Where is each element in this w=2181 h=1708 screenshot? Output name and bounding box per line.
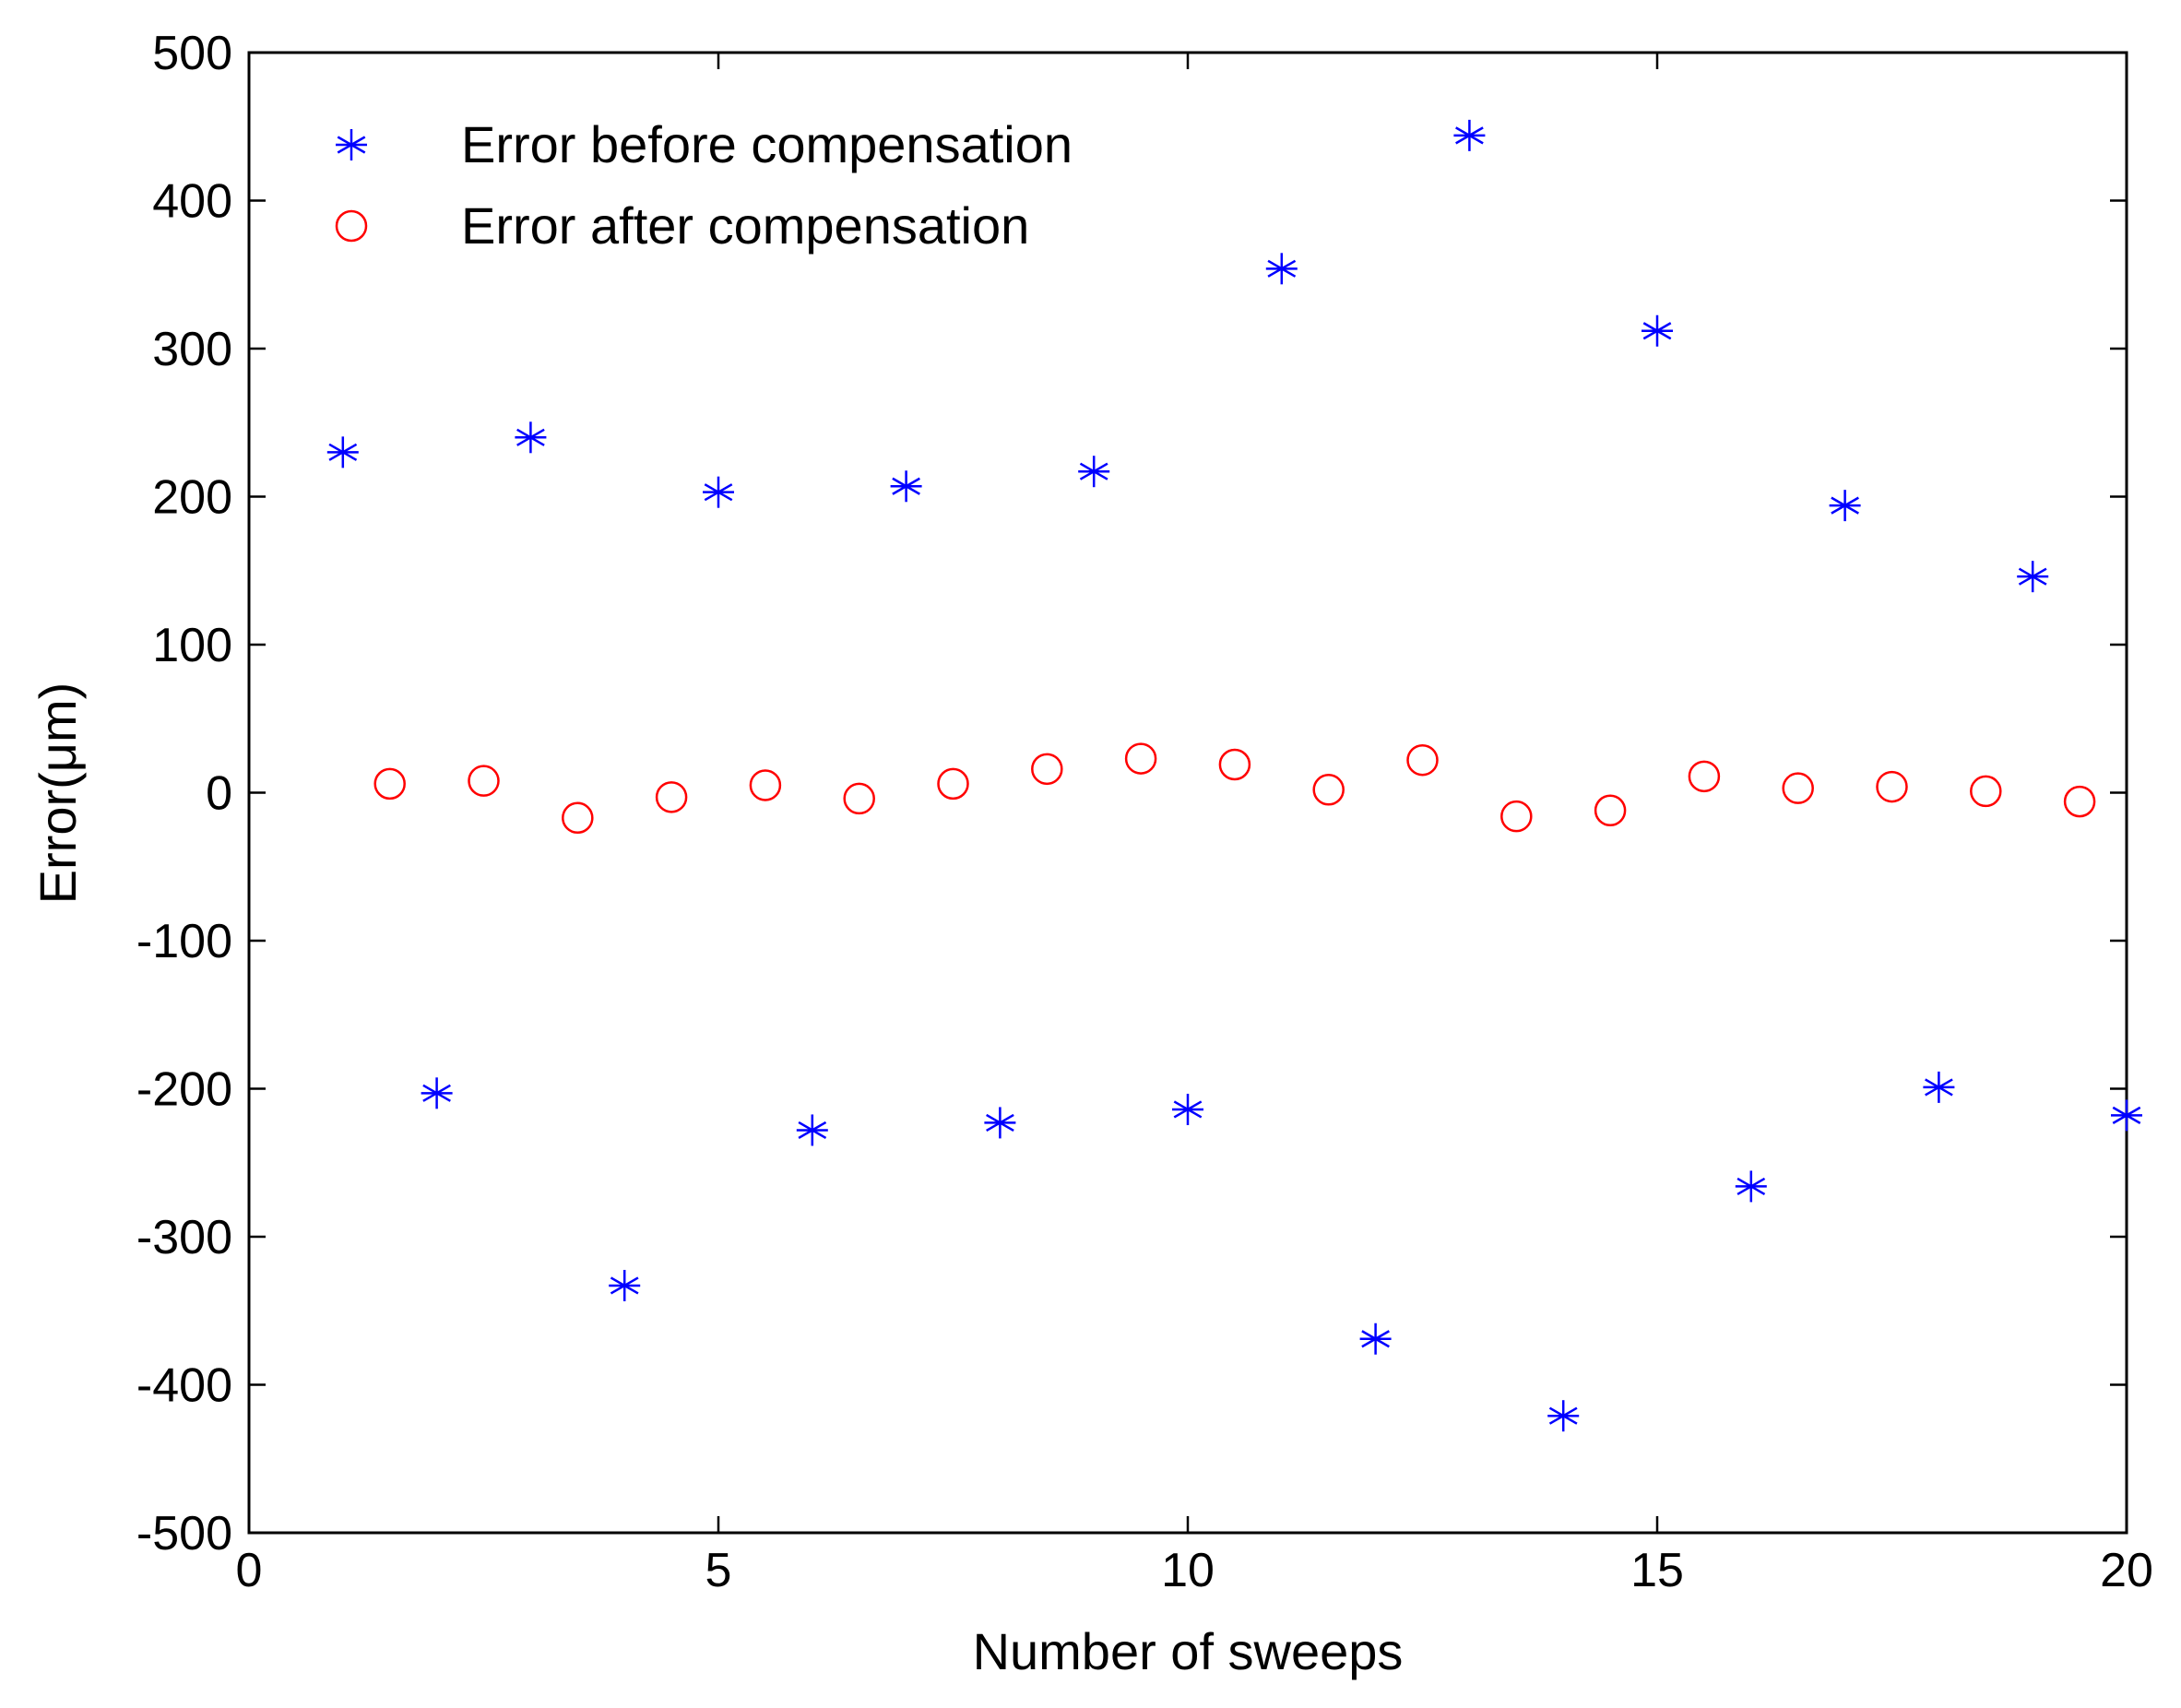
x-tick-label: 5: [705, 1544, 732, 1597]
point-after-compensation: [373, 767, 406, 801]
point-before-compensation: [890, 470, 922, 503]
point-before-compensation: [1172, 1093, 1203, 1125]
x-axis-title: Number of sweeps: [973, 1622, 1404, 1680]
point-after-compensation: [562, 801, 594, 835]
point-after-compensation: [1218, 748, 1251, 781]
legend: Error before compensation Error after co…: [335, 115, 1073, 255]
y-tick-label: 300: [152, 323, 232, 376]
point-after-compensation: [655, 781, 688, 813]
point-before-compensation: [326, 436, 359, 469]
y-tick-label: 100: [152, 619, 232, 672]
y-axis-title: Error(μm): [29, 682, 87, 905]
point-before-compensation: [609, 1269, 641, 1301]
point-after-compensation: [937, 767, 969, 801]
point-before-compensation: [984, 1107, 1016, 1139]
point-after-compensation: [843, 782, 875, 815]
point-after-compensation: [1876, 770, 1908, 803]
point-after-compensation: [1500, 800, 1533, 833]
point-after-compensation: [2063, 785, 2096, 818]
x-tick-label: 15: [1630, 1544, 1684, 1597]
data-markers: [326, 119, 2142, 1432]
point-before-compensation: [2111, 1099, 2142, 1132]
point-after-compensation: [1782, 772, 1814, 804]
point-before-compensation: [1078, 456, 1110, 488]
point-after-compensation: [1594, 794, 1627, 827]
x-tick-label: 10: [1161, 1544, 1215, 1597]
axis-tick-labels: 0 5 10 15 20 500 400 300 200 100 0 -100 -200 -300 -400…: [136, 27, 2153, 1597]
point-before-compensation: [796, 1114, 828, 1146]
y-tick-label: -300: [136, 1211, 232, 1264]
point-before-compensation: [1453, 119, 1486, 151]
y-tick-label: -400: [136, 1359, 232, 1413]
y-tick-label: 0: [206, 767, 232, 821]
point-after-compensation: [1970, 775, 2002, 808]
y-tick-label: -100: [136, 915, 232, 968]
x-tick-label: 0: [236, 1544, 263, 1597]
point-before-compensation: [1829, 490, 1861, 522]
legend-asterisk-icon: [336, 129, 367, 160]
y-tick-label: -500: [136, 1507, 232, 1560]
plot-area: [247, 51, 2128, 1535]
legend-circle-icon: [335, 209, 368, 243]
point-after-compensation: [1406, 743, 1439, 777]
legend-label-before: Error before compensation: [461, 115, 1073, 173]
point-after-compensation: [1031, 753, 1063, 786]
point-before-compensation: [1547, 1400, 1580, 1432]
point-before-compensation: [1359, 1323, 1392, 1355]
axis-ticks: [247, 51, 2128, 1535]
point-before-compensation: [1265, 253, 1298, 285]
point-before-compensation: [1642, 314, 1673, 347]
point-after-compensation: [468, 765, 500, 797]
point-after-compensation: [1124, 742, 1157, 775]
point-before-compensation: [515, 421, 547, 454]
point-after-compensation: [749, 769, 782, 801]
point-before-compensation: [2017, 561, 2049, 593]
legend-asterisk-mark: [336, 129, 367, 160]
y-tick-label: 200: [152, 471, 232, 525]
legend-label-after: Error after compensation: [461, 196, 1029, 255]
point-before-compensation: [703, 476, 734, 508]
point-after-compensation: [1312, 774, 1345, 806]
y-tick-label: 400: [152, 175, 232, 229]
y-tick-label: 500: [152, 27, 232, 80]
point-after-compensation: [1688, 760, 1721, 793]
point-before-compensation: [1735, 1170, 1767, 1203]
x-tick-label: 20: [2100, 1544, 2153, 1597]
y-tick-label: -200: [136, 1063, 232, 1117]
point-before-compensation: [421, 1077, 453, 1109]
point-before-compensation: [1923, 1071, 1955, 1103]
